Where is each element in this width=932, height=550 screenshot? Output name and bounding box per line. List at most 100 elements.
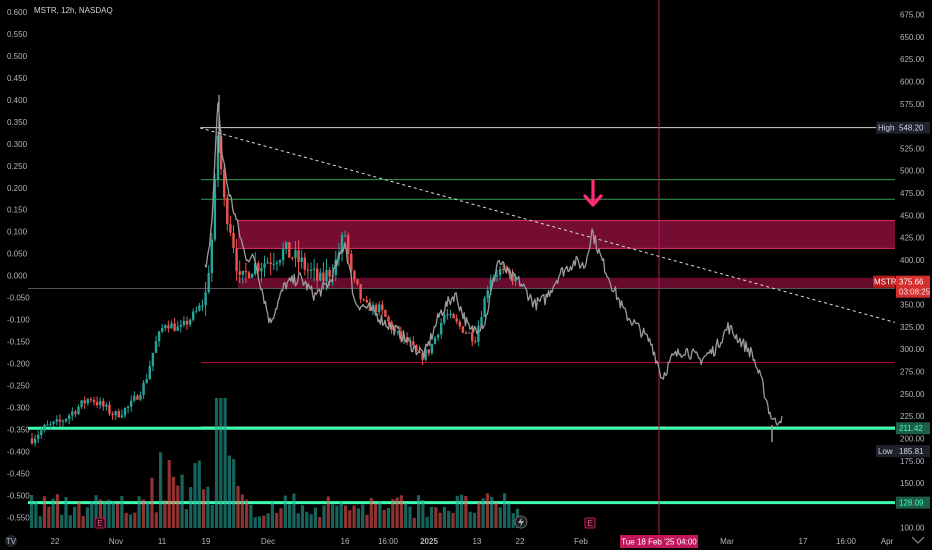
candle-body xyxy=(46,424,49,426)
volume-bar xyxy=(335,505,339,528)
current-tag-value: 375.66 xyxy=(899,278,924,287)
candle-body xyxy=(461,326,465,333)
volume-bar xyxy=(232,459,236,528)
candle-body xyxy=(151,352,155,366)
volume-bar xyxy=(176,485,180,528)
candle-body xyxy=(384,309,387,317)
volume-bar xyxy=(417,495,421,528)
candle-body xyxy=(111,413,114,416)
earnings-marker[interactable] xyxy=(584,517,596,529)
x-axis-tick: 16:00 xyxy=(836,537,857,546)
candle-body xyxy=(223,169,226,198)
candle-body xyxy=(486,290,489,299)
low-tag-label: Low xyxy=(878,447,893,456)
volume-bar xyxy=(468,511,472,528)
trendline xyxy=(199,127,896,323)
axes-layer: 0.600 0.550 0.500 0.450 0.400 0.350 0.300 0.250… xyxy=(7,8,925,546)
volume-bar xyxy=(73,506,77,528)
current-price-zone xyxy=(238,277,895,289)
candle-body xyxy=(467,332,471,334)
right-axis-tick: 600.00 xyxy=(900,77,925,86)
volume-bar xyxy=(154,512,158,528)
candle-body xyxy=(182,320,186,325)
volume-bar xyxy=(98,499,102,528)
volume-bar xyxy=(343,505,348,528)
candle-body xyxy=(86,399,89,404)
x-axis-tick: Apr xyxy=(881,537,894,546)
candle-body xyxy=(71,411,74,416)
x-axis-tick: 19 xyxy=(202,537,211,546)
right-axis-tick: 100.00 xyxy=(900,524,925,533)
x-axis-tick: 17 xyxy=(799,537,808,546)
volume-bar xyxy=(288,504,292,528)
trendline-layer xyxy=(199,127,896,323)
right-axis-tick: 625.00 xyxy=(900,55,925,64)
volume-bar xyxy=(146,501,150,528)
candle-body xyxy=(226,197,229,225)
volume-bar xyxy=(464,495,468,528)
volume-bar xyxy=(485,493,489,528)
high-tag-label-badge xyxy=(876,121,896,134)
volume-bar xyxy=(477,501,481,528)
candle-body xyxy=(201,305,204,307)
volume-bar xyxy=(202,489,206,528)
chevron-down-icon[interactable] xyxy=(911,536,925,544)
candle-body xyxy=(33,438,37,444)
current-tag-label: MSTR xyxy=(874,278,897,287)
candle-body xyxy=(120,415,124,418)
right-axis-tick: 350.00 xyxy=(900,301,925,310)
tradingview-logo[interactable] xyxy=(5,535,17,547)
candle-body xyxy=(77,406,80,414)
candle-body xyxy=(474,341,477,343)
candle-body xyxy=(396,331,399,333)
volume-bar xyxy=(275,512,279,528)
candle-body xyxy=(204,292,207,306)
candle-body xyxy=(173,323,176,331)
candle-body xyxy=(427,349,430,354)
left-axis-tick: 0.050 xyxy=(7,250,28,259)
volume-bar xyxy=(227,455,231,528)
candle-body xyxy=(99,401,102,406)
candle-body xyxy=(257,263,260,272)
left-axis-tick: -0.100 xyxy=(7,316,30,325)
lightning-glyph xyxy=(518,517,524,527)
candle-body xyxy=(312,268,316,270)
volume-bar xyxy=(197,460,201,528)
candle-body xyxy=(353,271,356,280)
volume-bar xyxy=(451,512,455,528)
earnings-marker[interactable] xyxy=(94,517,106,529)
volume-bar xyxy=(361,504,365,528)
volume-bar xyxy=(421,499,425,528)
volume-bar xyxy=(309,514,313,528)
right-axis-tick: 300.00 xyxy=(900,345,925,354)
volume-bar xyxy=(85,507,90,528)
volume-bar xyxy=(369,497,373,528)
volume-bar xyxy=(124,512,128,528)
volume-bar xyxy=(503,493,507,528)
volume-bar xyxy=(64,496,68,528)
candle-body xyxy=(489,279,492,291)
candle-body xyxy=(359,284,362,300)
low-tag-value: 185.81 xyxy=(899,447,924,456)
volume-bar xyxy=(472,512,477,528)
high-tag-badge xyxy=(896,121,930,134)
volume-bar xyxy=(120,495,124,528)
volume-bar xyxy=(382,510,386,528)
candle-body xyxy=(108,404,111,414)
candle-body xyxy=(281,249,285,261)
candle-body xyxy=(157,331,161,342)
resistance-zone xyxy=(238,220,895,249)
candle-body xyxy=(167,325,170,329)
volume-bar xyxy=(81,515,85,528)
volume-bar xyxy=(331,504,335,528)
right-axis-tick: 400.00 xyxy=(900,256,925,265)
left-axis-tick: 0.000 xyxy=(7,272,28,281)
candle-body xyxy=(502,268,505,270)
candle-body xyxy=(43,425,46,431)
volume-bar xyxy=(404,503,408,528)
left-axis-tick: 0.400 xyxy=(7,96,28,105)
volume-bar xyxy=(425,516,429,528)
volume-bar xyxy=(150,477,154,528)
x-axis-tick: 22 xyxy=(516,537,525,546)
